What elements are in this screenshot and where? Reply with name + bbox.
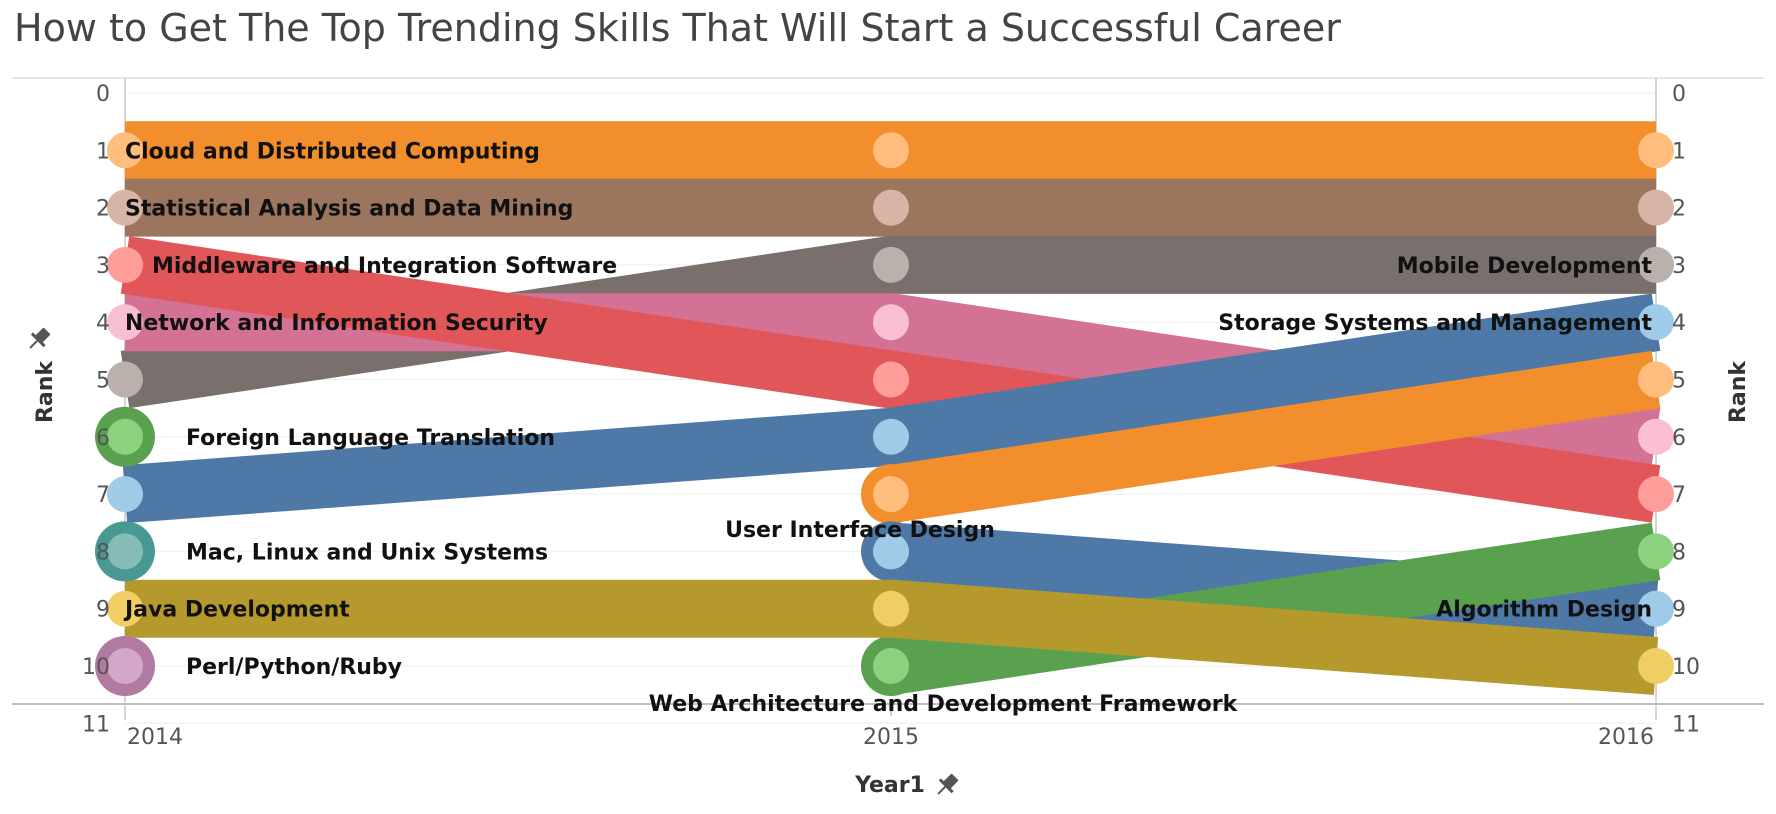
y-tick-label: 9: [1672, 598, 1686, 623]
series-dot: [107, 361, 143, 398]
series-dot: [1638, 476, 1674, 513]
series-dot: [1638, 189, 1674, 226]
y-tick-label: 5: [96, 369, 110, 394]
series-dot: [873, 246, 909, 283]
series-dot: [873, 590, 909, 627]
y-tick-label: 2: [96, 197, 110, 222]
y-tick-label: 11: [82, 712, 110, 737]
series-dot: [107, 648, 143, 684]
series-dot: [107, 590, 143, 627]
y-tick-label: 6: [1672, 426, 1686, 451]
y-axis-right: 0 1 2 3 4 5 6 7 8 9 10 11: [1672, 82, 1700, 737]
series-label: Web Architecture and Development Framewo…: [649, 692, 1239, 717]
y-tick-label: 11: [1672, 712, 1700, 737]
series-label: Java Development: [123, 598, 350, 623]
x-tick-label: 2015: [863, 725, 919, 750]
y-tick-label: 10: [82, 655, 110, 680]
series-dot: [1638, 304, 1674, 341]
y-tick-label: 1: [1672, 139, 1686, 164]
series-dot: [107, 304, 143, 341]
y-tick-label: 0: [1672, 82, 1686, 107]
series-dot: [107, 533, 143, 570]
series-label: Foreign Language Translation: [186, 426, 555, 451]
series-dot: [873, 189, 909, 226]
x-tick-label: 2014: [127, 725, 183, 750]
x-axis-title: Year1: [854, 773, 925, 798]
series-label: Mac, Linux and Unix Systems: [186, 540, 548, 565]
series-dot: [873, 304, 909, 341]
pin-icon[interactable]: [24, 325, 54, 355]
series-dot: [873, 132, 909, 169]
y-tick-label: 3: [96, 254, 110, 279]
series-dot: [873, 418, 909, 455]
series-dot: [1638, 590, 1674, 627]
chart-title: How to Get The Top Trending Skills That …: [14, 6, 1341, 50]
y-tick-label: 7: [1672, 483, 1686, 508]
x-tick-label: 2016: [1598, 725, 1654, 750]
y-tick-label: 10: [1672, 655, 1700, 680]
y-tick-label: 5: [1672, 369, 1686, 394]
y-tick-label: 4: [1672, 311, 1686, 336]
series-label: Algorithm Design: [1436, 598, 1652, 623]
y-axis-left: 0 1 2 3 4 5 6 7 8 9 10 11: [82, 82, 110, 737]
series-label: Mobile Development: [1397, 254, 1653, 279]
series-label: User Interface Design: [725, 518, 995, 543]
series-dot: [873, 533, 909, 570]
y-tick-label: 4: [96, 311, 110, 336]
series-dot: [1638, 648, 1674, 684]
y-tick-label: 8: [1672, 540, 1686, 565]
series-dot: [107, 246, 143, 283]
series-label: Storage Systems and Management: [1218, 311, 1652, 336]
y-tick-label: 6: [96, 426, 110, 451]
y-tick-label: 2: [1672, 197, 1686, 222]
y-tick-label: 3: [1672, 254, 1686, 279]
x-axis: 2014 2015 2016: [127, 725, 1654, 750]
series-band: [886, 350, 1661, 523]
series-dot: [1638, 418, 1674, 455]
series-dots: [107, 132, 1674, 684]
series-label: Middleware and Integration Software: [152, 254, 617, 279]
y-tick-label: 1: [96, 139, 110, 164]
series-dot: [873, 476, 909, 513]
pin-icon[interactable]: [932, 771, 962, 801]
series-dot: [1638, 361, 1674, 398]
y-tick-label: 0: [96, 82, 110, 107]
y-tick-label: 7: [96, 483, 110, 508]
y-tick-label: 9: [96, 598, 110, 623]
series-label: Statistical Analysis and Data Mining: [125, 197, 573, 222]
series-dot: [107, 189, 143, 226]
series-dot: [873, 648, 909, 684]
series-dot: [107, 418, 143, 455]
series-dot: [107, 132, 143, 169]
series-dot: [1638, 533, 1674, 570]
y-axis-title-left: Rank: [33, 360, 58, 423]
y-axis-title-right: Rank: [1726, 360, 1751, 423]
series-dot: [873, 361, 909, 398]
series-label: Cloud and Distributed Computing: [125, 139, 540, 164]
series-dot: [1638, 132, 1674, 169]
y-tick-label: 8: [96, 540, 110, 565]
series-dot: [1638, 246, 1674, 283]
series-label: Perl/Python/Ruby: [186, 655, 402, 680]
series-dot: [107, 476, 143, 513]
series-label: Network and Information Security: [125, 311, 548, 336]
series-labels: Cloud and Distributed Computing Statistic…: [123, 139, 1652, 717]
